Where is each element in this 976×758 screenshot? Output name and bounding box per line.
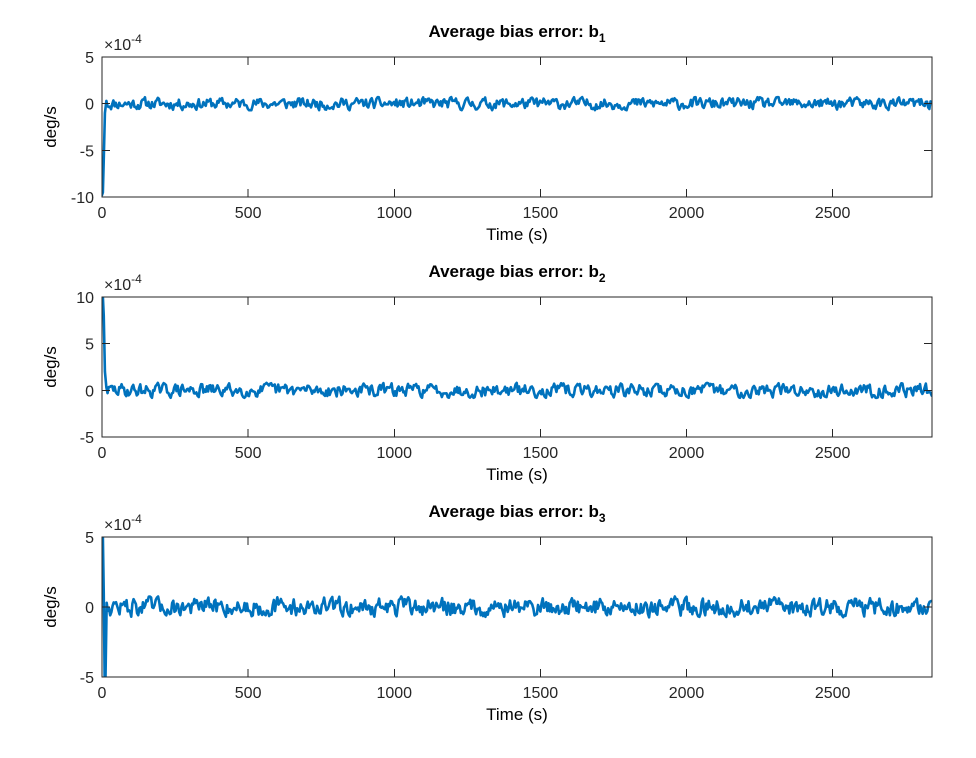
subplot-title-subscript: 2 — [599, 271, 606, 285]
y-exponent-label: ×10-4 — [104, 272, 142, 294]
x-tick-label: 2500 — [815, 445, 851, 462]
y-tick-label: 0 — [85, 97, 94, 114]
y-tick-label: -5 — [80, 143, 94, 160]
subplot-title: Average bias error: b3 — [428, 502, 605, 525]
y-exponent-base: ×10 — [104, 517, 131, 534]
subplot-title-subscript: 1 — [599, 31, 606, 45]
series-line-1 — [102, 297, 932, 400]
x-axis-label: Time (s) — [486, 705, 548, 724]
y-tick-label: 10 — [76, 290, 94, 307]
subplot-title-text: Average bias error: b — [428, 262, 598, 281]
y-tick-label: -10 — [71, 190, 94, 207]
x-tick-label: 2000 — [669, 445, 705, 462]
subplot-title-text: Average bias error: b — [428, 22, 598, 41]
y-tick-label: 0 — [85, 600, 94, 617]
y-axis-label: deg/s — [41, 586, 60, 628]
y-exponent-power: -4 — [131, 32, 142, 46]
y-exponent-power: -4 — [131, 272, 142, 286]
y-exponent-power: -4 — [131, 512, 142, 526]
subplot-1: 0 500 1000 1500 2000 2500 5 0 -5 -10 ×10-4 Average … — [41, 22, 933, 244]
x-tick-label: 2000 — [669, 685, 705, 702]
x-tick-label: 2500 — [815, 685, 851, 702]
axes-box — [101, 56, 933, 198]
plot-area — [102, 57, 932, 197]
x-tick-label: 2500 — [815, 205, 851, 222]
series-line-1 — [102, 537, 932, 677]
x-axis-label: Time (s) — [486, 465, 548, 484]
x-tick-label: 500 — [235, 205, 262, 222]
x-tick-label: 1000 — [376, 685, 412, 702]
axes-box — [101, 296, 933, 438]
subplot-title-text: Average bias error: b — [428, 502, 598, 521]
y-axis-label: deg/s — [41, 346, 60, 388]
y-tick-label: 5 — [85, 50, 94, 67]
y-axis-label: deg/s — [41, 106, 60, 148]
y-tick-label: -5 — [80, 670, 94, 687]
y-tick-label: 0 — [85, 383, 94, 400]
subplot-title: Average bias error: b1 — [428, 22, 605, 45]
subplot-title-subscript: 3 — [599, 511, 606, 525]
x-tick-label: 500 — [235, 685, 262, 702]
x-tick-label: 1500 — [523, 205, 559, 222]
x-tick-label: 1000 — [376, 445, 412, 462]
y-exponent-label: ×10-4 — [104, 32, 142, 54]
x-tick-label: 1000 — [376, 205, 412, 222]
y-tick-label: 5 — [85, 337, 94, 354]
x-tick-label: 2000 — [669, 205, 705, 222]
y-tick-label: -5 — [80, 430, 94, 447]
x-axis-label: Time (s) — [486, 225, 548, 244]
x-tick-label: 500 — [235, 445, 262, 462]
x-tick-label: 0 — [98, 205, 107, 222]
plot-area — [102, 297, 932, 437]
x-tick-label: 1500 — [523, 445, 559, 462]
y-tick-label: 5 — [85, 530, 94, 547]
series-line-1 — [102, 95, 932, 197]
subplot-title: Average bias error: b2 — [428, 262, 605, 285]
x-tick-label: 0 — [98, 445, 107, 462]
y-exponent-label: ×10-4 — [104, 512, 142, 534]
x-tick-label: 0 — [98, 685, 107, 702]
y-exponent-base: ×10 — [104, 37, 131, 54]
y-exponent-base: ×10 — [104, 277, 131, 294]
x-tick-label: 1500 — [523, 685, 559, 702]
